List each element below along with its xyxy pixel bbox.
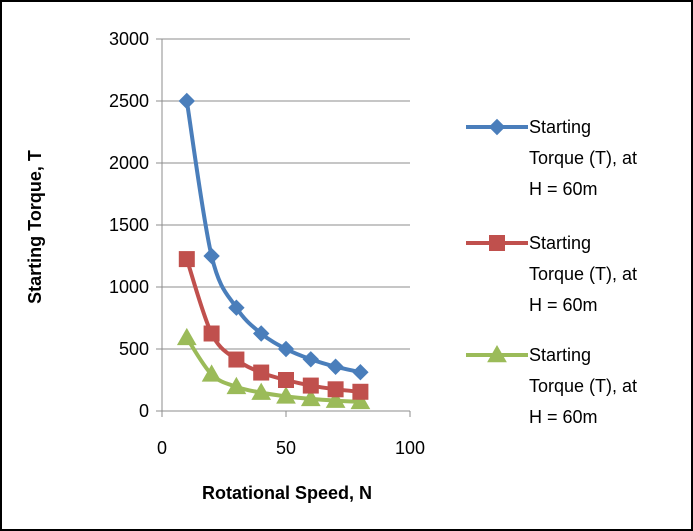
legend-label-line: Starting xyxy=(529,117,591,137)
data-point xyxy=(353,384,368,399)
y-tick-label: 500 xyxy=(119,339,149,359)
data-point xyxy=(279,373,294,388)
y-tick-label: 2000 xyxy=(109,153,149,173)
data-point xyxy=(179,94,194,109)
legend: Starting Torque (T), at H = 60m Starting Tor… xyxy=(466,117,637,427)
legend-label-line: H = 60m xyxy=(529,179,598,199)
data-point xyxy=(328,382,343,397)
y-axis-title: Starting Torque, T xyxy=(25,150,45,304)
axes xyxy=(156,39,410,417)
legend-label-line: H = 60m xyxy=(529,295,598,315)
legend-marker xyxy=(490,236,505,251)
legend-label-line: Starting xyxy=(529,345,591,365)
data-point xyxy=(303,352,318,367)
legend-label-line: Torque (T), at xyxy=(529,376,637,396)
data-point xyxy=(204,249,219,264)
y-tick-label: 2500 xyxy=(109,91,149,111)
data-point xyxy=(229,352,244,367)
series-group xyxy=(178,94,370,409)
data-point xyxy=(353,365,368,380)
data-point xyxy=(204,326,219,341)
legend-label-line: Starting xyxy=(529,233,591,253)
x-tick-label: 100 xyxy=(395,438,425,458)
y-tick-label: 1000 xyxy=(109,277,149,297)
x-axis-title: Rotational Speed, N xyxy=(202,483,372,503)
legend-label-line: Torque (T), at xyxy=(529,148,637,168)
x-tick-labels: 0 50 100 xyxy=(157,438,425,458)
legend-item-3: Starting Torque (T), at H = 60m xyxy=(466,345,637,427)
y-tick-label: 1500 xyxy=(109,215,149,235)
data-point xyxy=(279,342,294,357)
legend-label-line: Torque (T), at xyxy=(529,264,637,284)
data-point xyxy=(303,378,318,393)
x-tick-label: 0 xyxy=(157,438,167,458)
data-point xyxy=(178,329,196,345)
data-point xyxy=(179,252,194,267)
x-tick-label: 50 xyxy=(276,438,296,458)
legend-item-1: Starting Torque (T), at H = 60m xyxy=(466,117,637,199)
y-tick-label: 0 xyxy=(139,401,149,421)
y-tick-label: 3000 xyxy=(109,29,149,49)
data-point xyxy=(254,365,269,380)
y-tick-labels: 0 500 1000 1500 2000 2500 3000 xyxy=(109,29,149,421)
data-point xyxy=(328,359,343,374)
legend-marker xyxy=(490,120,505,135)
legend-label-line: H = 60m xyxy=(529,407,598,427)
legend-item-2: Starting Torque (T), at H = 60m xyxy=(466,233,637,315)
